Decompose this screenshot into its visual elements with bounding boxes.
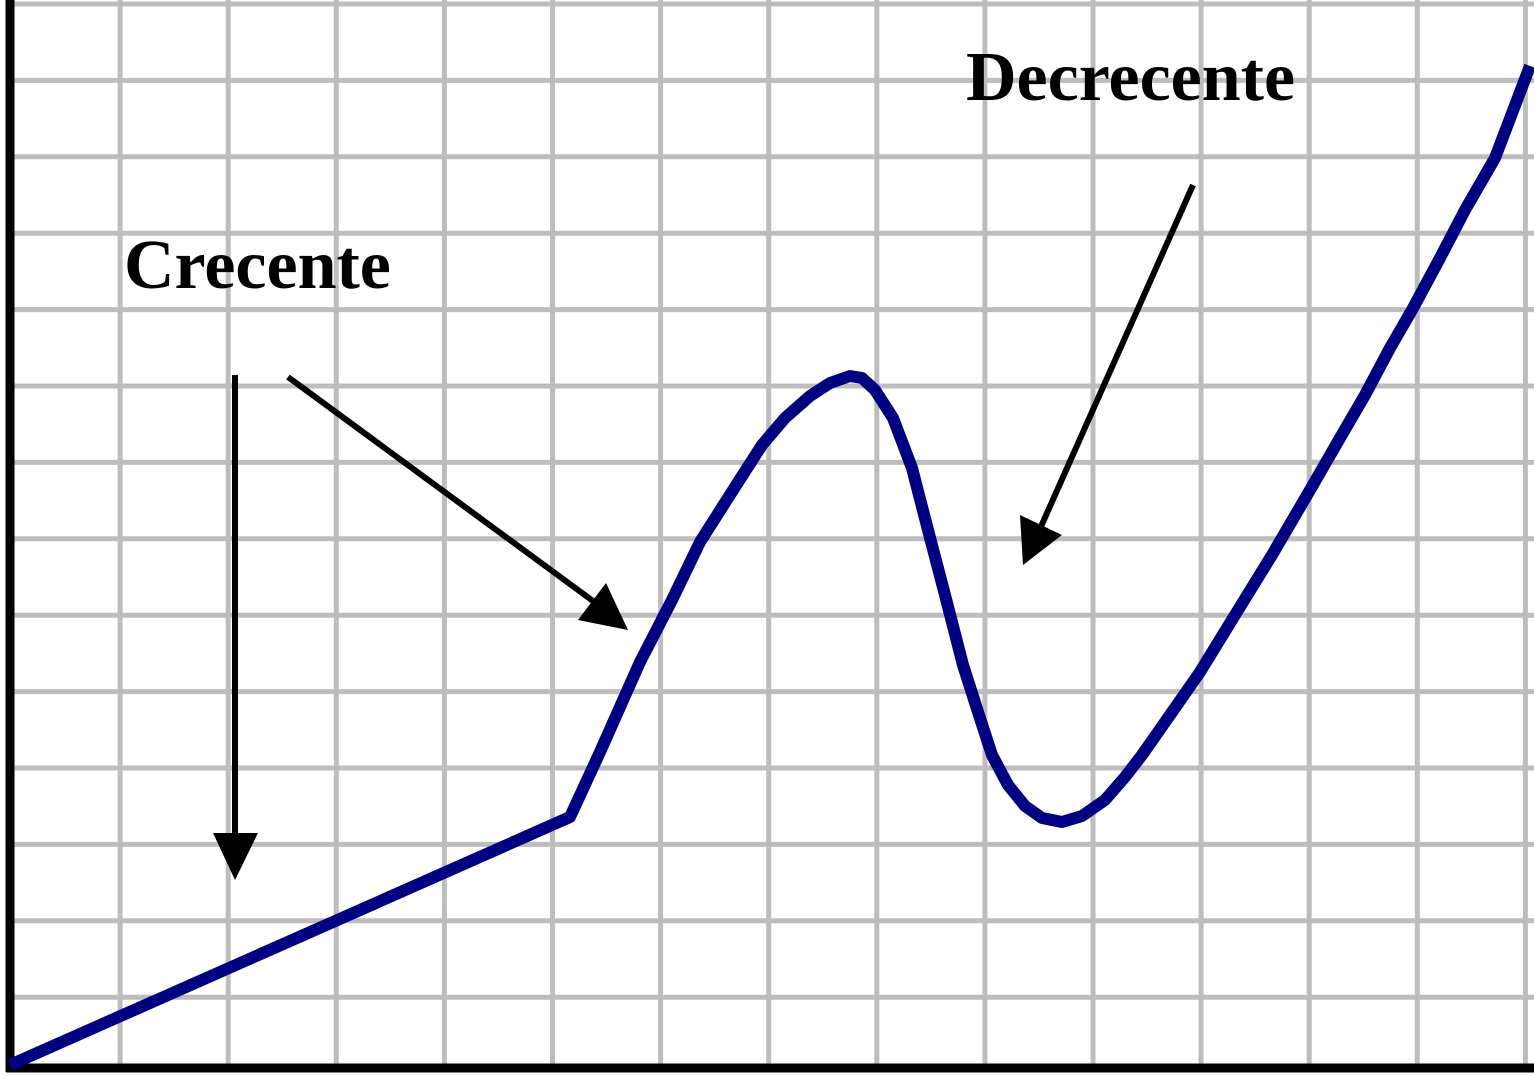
arrow: [286, 374, 610, 615]
label: Crecente: [124, 227, 391, 304]
arrows: [213, 183, 1196, 880]
curve: [7, 63, 1534, 1071]
arrow-head: [578, 583, 628, 630]
arrow-head: [1020, 515, 1062, 565]
grid: [9, 0, 1534, 1068]
arrow: [1032, 183, 1196, 542]
arrow-head: [213, 833, 258, 880]
label: Decrecente: [966, 39, 1295, 116]
